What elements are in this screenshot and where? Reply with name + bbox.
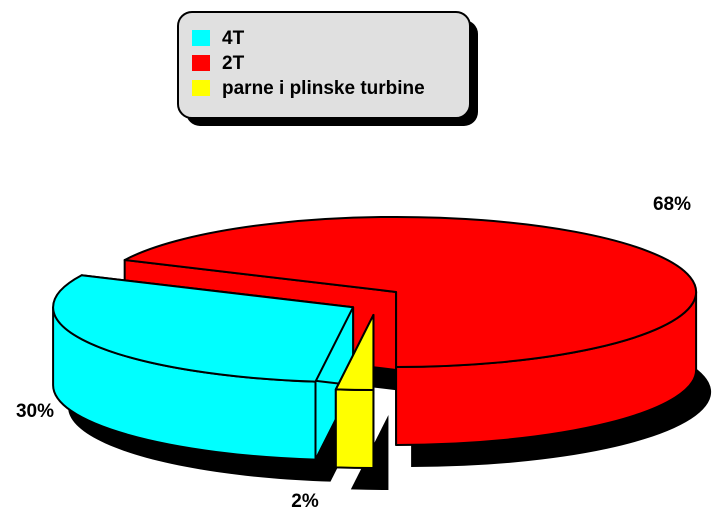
value-label: 68% [653,194,691,215]
legend-swatch [192,30,210,46]
value-label: 30% [16,401,54,422]
legend-label: 4T [222,28,245,49]
slice-top [52,274,355,383]
legend-box [177,11,471,119]
legend-swatch [192,80,210,96]
slice-top [123,215,698,368]
legend-label: 2T [222,53,245,74]
slice-top [334,313,375,391]
legend: 4T 2T parne i plinske turbine [177,11,478,126]
value-label: 2% [291,491,319,512]
pie [52,215,698,469]
slice-outer-wall [334,388,375,469]
legend-swatch [192,55,210,71]
legend-label: parne i plinske turbine [222,78,425,99]
